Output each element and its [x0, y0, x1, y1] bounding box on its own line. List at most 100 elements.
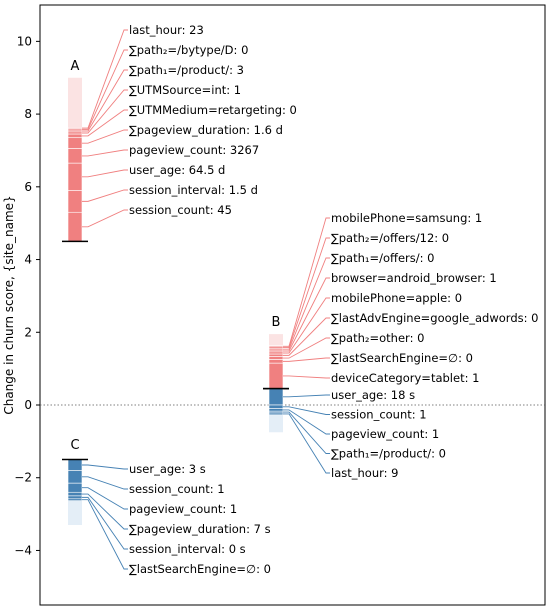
feature-label: ∑UTMSource=int: 1: [129, 83, 241, 97]
leader-line: [283, 317, 330, 356]
feature-label: user_age: 64.5 d: [129, 163, 225, 177]
leader-line: [82, 493, 128, 530]
feature-label: ∑pageview_duration: 1.6 d: [129, 123, 283, 137]
bar-segment: [268, 353, 284, 357]
leader-line: [283, 337, 330, 359]
bar-segment: [67, 131, 83, 135]
y-tick-label: 2: [24, 325, 32, 339]
feature-label: session_interval: 0 s: [129, 542, 246, 556]
plot-area: −4 −2 0 2 4 6 8 10 last_hour: 23 ∑path₂=/bytype/D…: [14, 23, 545, 576]
leader-line: [82, 69, 128, 132]
feature-label: ∑pageview_duration: 7 s: [129, 522, 271, 536]
leader-line: [82, 499, 128, 570]
bar-segment: [67, 498, 83, 501]
leader-line: [82, 89, 128, 134]
column-label: A: [71, 59, 80, 74]
y-tick-label: 6: [24, 180, 32, 194]
bar-segment: [67, 211, 83, 242]
bar-segment: [268, 351, 284, 355]
leader-line: [283, 394, 330, 398]
leader-line: [82, 476, 128, 490]
feature-label: user_age: 18 s: [331, 388, 415, 402]
leader-line: [283, 411, 330, 454]
bar-segment: [268, 388, 284, 406]
leader-line: [82, 464, 128, 470]
bar-segment: [67, 148, 83, 164]
leader-line: [283, 257, 330, 350]
bar-segment: [67, 162, 83, 191]
feature-label: last_hour: 9: [331, 466, 398, 480]
bar-residual: [68, 77, 82, 128]
bar-segment: [67, 495, 83, 500]
y-tick-label: 0: [24, 398, 32, 412]
bar-segment: [268, 404, 284, 409]
leader-line: [82, 487, 128, 510]
leader-line: [283, 217, 330, 347]
bar-segment: [67, 491, 83, 497]
bar-segment: [67, 470, 83, 484]
feature-label: ∑path₁=/offers/: 0: [331, 251, 435, 265]
leader-line: [283, 375, 330, 379]
bar-segment: [268, 356, 284, 360]
bar-segment: [268, 359, 284, 364]
feature-label: user_age: 3 s: [129, 462, 206, 476]
y-tick-label: −4: [14, 543, 32, 557]
feature-label: ∑UTMMedium=retargeting: 0: [129, 103, 297, 117]
bar-residual: [269, 334, 283, 346]
leader-line: [82, 49, 128, 130]
bar-segment: [67, 190, 83, 213]
feature-label: ∑path₂=other: 0: [331, 331, 424, 345]
leader-line: [82, 149, 128, 157]
leader-line: [283, 406, 330, 415]
y-tick-label: 8: [24, 107, 32, 121]
leader-line: [82, 209, 128, 228]
leader-line: [82, 169, 128, 178]
leader-line: [283, 237, 330, 348]
y-axis-title: Change in churn score, {site_name}: [2, 195, 16, 414]
feature-label: last_hour: 23: [129, 23, 204, 37]
feature-label: browser=android_browser: 1: [331, 271, 497, 285]
leader-line: [82, 496, 128, 550]
feature-label: session_count: 1: [129, 482, 225, 496]
bar-residual: [68, 500, 82, 525]
feature-label: session_interval: 1.5 d: [129, 183, 258, 197]
bar-segment: [67, 459, 83, 471]
feature-label: deviceCategory=tablet: 1: [331, 371, 479, 385]
bar-segment: [67, 482, 83, 493]
leader-line: [283, 357, 330, 362]
leader-line: [82, 129, 128, 144]
bar-segment: [268, 408, 284, 412]
leader-line: [283, 413, 330, 474]
feature-label: ∑lastAdvEngine=google_adwords: 0: [331, 311, 538, 325]
feature-label: ∑path₁=/product/: 3: [129, 63, 244, 77]
leader-line: [82, 109, 128, 137]
bar-segment: [67, 137, 83, 149]
feature-label: ∑path₂=/offers/12: 0: [331, 231, 449, 245]
leader-line: [283, 297, 330, 354]
leader-line: [82, 29, 128, 129]
column-label: C: [70, 438, 79, 453]
bar-residual: [269, 414, 283, 433]
feature-label: session_count: 1: [331, 408, 427, 422]
feature-label: pageview_count: 1: [129, 502, 237, 516]
feature-label: ∑lastSearchEngine=∅: 0: [331, 351, 473, 365]
feature-label: ∑path₁=/product/: 0: [331, 447, 446, 461]
bar-segment: [268, 412, 284, 416]
leader-line: [283, 277, 330, 352]
feature-label: ∑lastSearchEngine=∅: 0: [129, 562, 271, 576]
bar-segment: [268, 362, 284, 389]
y-tick-label: 10: [17, 34, 32, 48]
bar-segment: [67, 133, 83, 139]
feature-label: mobilePhone=samsung: 1: [331, 211, 482, 225]
y-tick-label: −2: [14, 471, 32, 485]
y-tick-label: 4: [24, 253, 32, 267]
column-label: B: [272, 315, 281, 330]
leader-line: [283, 409, 330, 435]
plot-frame: [39, 4, 546, 606]
feature-label: ∑path₂=/bytype/D: 0: [129, 43, 248, 57]
feature-label: mobilePhone=apple: 0: [331, 291, 462, 305]
feature-label: pageview_count: 1: [331, 427, 439, 441]
leader-line: [82, 189, 128, 202]
feature-label: session_count: 45: [129, 203, 232, 217]
